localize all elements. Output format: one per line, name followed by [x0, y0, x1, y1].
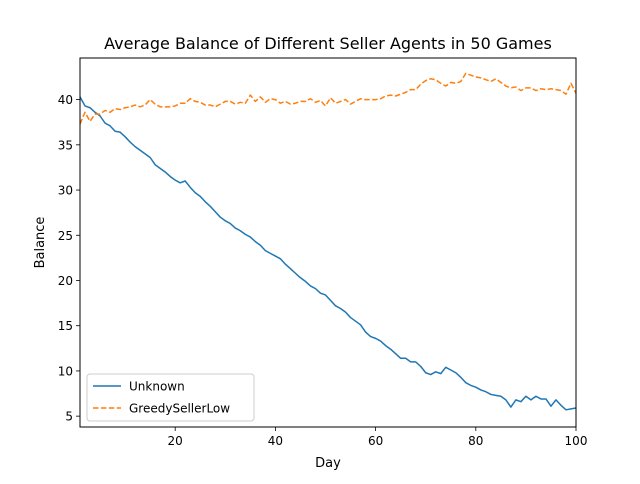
x-tick-label: 20 [168, 434, 183, 448]
y-tick-label: 25 [58, 229, 73, 243]
x-tick-label: 100 [565, 434, 588, 448]
y-tick-label: 5 [65, 410, 73, 424]
y-tick-label: 35 [58, 138, 73, 152]
chart-title: Average Balance of Different Seller Agen… [104, 34, 552, 53]
x-axis-label: Day [315, 456, 341, 471]
legend: Unknown GreedySellerLow [86, 373, 255, 422]
series-line-2 [79, 72, 577, 125]
y-tick-label: 10 [58, 364, 73, 378]
axes: 20 40 60 80 100 5 10 15 20 25 30 35 40 [58, 93, 588, 448]
plot-area [79, 72, 577, 411]
legend-label-2: GreedySellerLow [129, 402, 230, 416]
legend-label-1: Unknown [129, 380, 185, 394]
y-axis-label: Balance [33, 217, 48, 269]
y-tick-label: 30 [58, 184, 73, 198]
legend-box [86, 373, 255, 422]
x-tick-label: 80 [468, 434, 483, 448]
x-tick-label: 60 [368, 434, 383, 448]
y-tick-label: 40 [58, 93, 73, 107]
y-tick-label: 15 [58, 319, 73, 333]
x-tick-label: 40 [268, 434, 283, 448]
series-line-1 [79, 96, 577, 411]
plot-frame [79, 57, 577, 428]
y-tick-label: 20 [58, 274, 73, 288]
